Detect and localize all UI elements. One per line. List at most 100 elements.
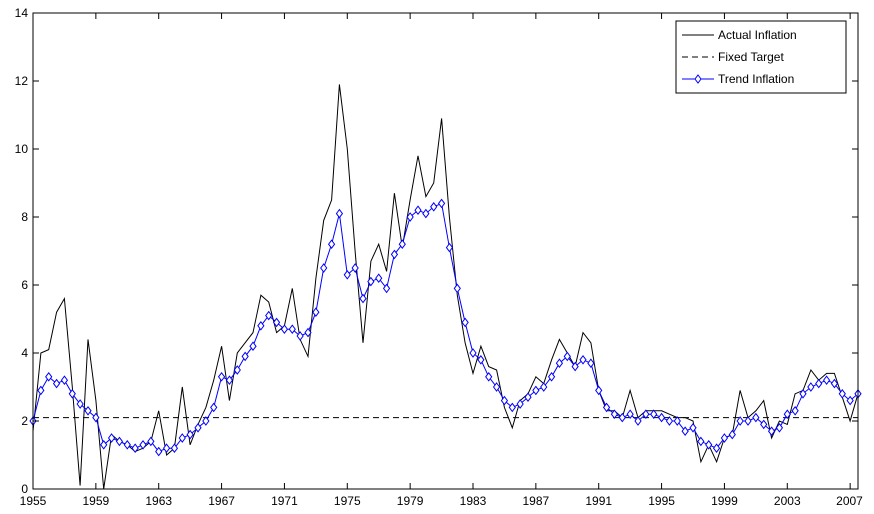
series-point	[657, 412, 666, 423]
series-point	[555, 358, 564, 369]
series-point	[265, 310, 273, 321]
series-point	[178, 433, 186, 443]
series-point	[492, 382, 501, 392]
series-point	[367, 276, 375, 287]
series-point	[60, 375, 69, 386]
series-point	[485, 371, 493, 382]
x-tick-label: 1983	[460, 494, 487, 508]
series-point	[822, 375, 831, 386]
series-point	[720, 433, 729, 443]
series-point	[846, 395, 854, 406]
series-point	[131, 443, 139, 454]
series-line-0	[32, 84, 859, 490]
series-point	[736, 416, 744, 426]
series-point	[233, 365, 241, 375]
series-point	[815, 378, 823, 389]
series-point	[650, 409, 658, 420]
series-point	[37, 385, 45, 396]
series-point	[532, 385, 540, 396]
series-point	[343, 269, 351, 280]
plot-frame	[32, 12, 859, 490]
series-point	[76, 399, 84, 409]
series-point	[359, 293, 367, 304]
series-point	[540, 382, 548, 392]
series-point	[107, 433, 116, 443]
y-tick-label: 0	[21, 482, 28, 496]
series-point	[45, 371, 53, 382]
series-point	[375, 273, 383, 284]
series-point	[500, 395, 509, 406]
x-tick-label: 1955	[20, 494, 47, 508]
series-point	[288, 324, 296, 335]
x-tick-label: 1991	[585, 494, 612, 508]
series-point	[744, 416, 752, 426]
series-point	[524, 392, 532, 403]
series-layer	[29, 84, 862, 490]
legend-label: Actual Inflation	[718, 28, 797, 42]
series-point	[390, 249, 399, 260]
series-point	[320, 263, 328, 273]
series-point	[272, 317, 281, 328]
series-point	[170, 443, 179, 454]
series-point	[115, 436, 124, 447]
series-point	[382, 283, 391, 294]
series-point	[752, 412, 760, 423]
series-point	[689, 422, 697, 433]
y-tick-label: 4	[21, 346, 28, 360]
y-axis: 0 2 4 6 8 10 12 14	[15, 6, 858, 496]
series-point	[508, 402, 516, 413]
x-tick-label: 2007	[836, 494, 863, 508]
series-point	[52, 378, 61, 389]
series-point	[186, 429, 194, 440]
series-point	[280, 324, 289, 335]
series-point	[610, 409, 619, 420]
series-point	[453, 283, 461, 294]
series-point	[697, 436, 705, 447]
series-point	[249, 341, 257, 352]
series-point	[705, 439, 713, 450]
series-point	[351, 263, 359, 273]
series-point	[642, 409, 650, 420]
series-point	[257, 320, 265, 331]
series-point	[618, 412, 626, 423]
series-point	[783, 409, 791, 420]
series-point	[791, 405, 799, 416]
legend-label: Trend Inflation	[718, 72, 794, 86]
series-point	[665, 416, 674, 426]
y-tick-label: 14	[15, 6, 29, 20]
series-point	[414, 205, 422, 216]
series-point	[626, 409, 634, 420]
series-point	[241, 351, 249, 362]
y-tick-label: 10	[15, 142, 29, 156]
series-point	[225, 375, 234, 386]
y-tick-label: 12	[15, 74, 29, 88]
series-point	[210, 402, 218, 413]
series-point	[84, 405, 92, 416]
legend-marker	[694, 74, 702, 84]
x-tick-label: 1967	[208, 494, 235, 508]
series-point	[123, 439, 131, 450]
x-tick-label: 1975	[334, 494, 361, 508]
series-point	[217, 371, 226, 382]
series-point	[406, 212, 414, 222]
series-point	[296, 331, 304, 341]
legend: Actual Inflation Fixed Target Trend Inflat…	[675, 20, 847, 94]
y-tick-label: 8	[21, 210, 28, 224]
series-point	[469, 348, 477, 358]
series-point	[728, 429, 736, 440]
series-point	[202, 416, 210, 426]
series-point	[147, 436, 155, 447]
series-point	[155, 446, 163, 457]
series-point	[461, 317, 469, 328]
x-tick-label: 1963	[145, 494, 172, 508]
series-point	[68, 388, 76, 399]
series-point	[335, 208, 344, 219]
series-point	[312, 307, 320, 318]
series-point	[807, 382, 815, 392]
series-point	[437, 198, 446, 209]
series-point	[422, 208, 430, 219]
series-point	[398, 239, 406, 250]
series-point	[838, 388, 846, 399]
series-point	[799, 388, 807, 399]
